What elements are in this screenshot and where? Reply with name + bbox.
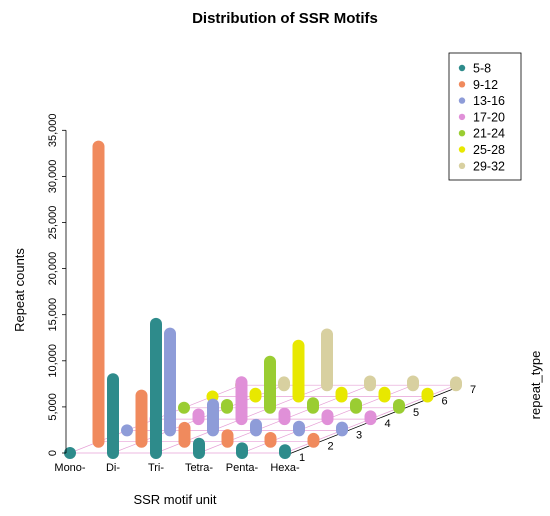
depth-tick-label: 7: [470, 384, 476, 396]
bar-17-20-Penta-: [321, 409, 334, 426]
bar-21-24-Tri-: [264, 355, 276, 414]
depth-tick-label: 2: [328, 441, 334, 453]
bar-13-16-Di-: [164, 327, 176, 437]
bar-17-20-Tetra-: [278, 407, 291, 426]
bar-17-20-Tri-: [235, 376, 248, 426]
legend-marker-21-24: [458, 130, 466, 137]
legend-marker-9-12: [458, 81, 466, 88]
bar-21-24-Mono-: [178, 401, 190, 414]
x-tick-label: Di-: [106, 462, 120, 474]
legend-label-13-16: 13-16: [473, 94, 505, 108]
bar-29-32-Tetra-: [364, 375, 376, 392]
bar-5-8-Hexa-: [279, 444, 291, 459]
bar-5-8-Tetra-: [193, 437, 205, 459]
depth-tick-label: 1: [299, 452, 305, 464]
legend-label-9-12: 9-12: [473, 78, 498, 92]
legend-marker-5-8: [458, 64, 466, 72]
bar-29-32-Penta-: [407, 375, 419, 392]
bar-17-20-Hexa-: [364, 410, 377, 426]
bar-9-12-Mono-: [92, 140, 105, 448]
x-tick-label: Tetra-: [185, 462, 213, 474]
bar-29-32-Di-: [278, 376, 290, 392]
y-tick-label: 15,000: [47, 298, 59, 332]
bar-25-28-Tetra-: [335, 386, 348, 403]
bar-25-28-Penta-: [378, 386, 391, 403]
bar-5-8-Tri-: [150, 317, 162, 459]
bar-5-8-Di-: [107, 373, 119, 459]
legend-marker-29-32: [458, 162, 466, 169]
depth-tick-label: 5: [413, 407, 419, 419]
bar-25-28-Tri-: [292, 339, 305, 403]
x-tick-label: Tri-: [148, 462, 164, 474]
bar-21-24-Hexa-: [393, 399, 405, 414]
bar-21-24-Tetra-: [307, 397, 319, 414]
chart-title: Distribution of SSR Motifs: [192, 10, 378, 27]
bar-21-24-Di-: [221, 399, 233, 414]
bar-25-28-Di-: [249, 387, 262, 403]
x-tick-label: Hexa-: [270, 462, 300, 474]
bars-layer: [64, 140, 462, 459]
bar-9-12-Tri-: [178, 421, 191, 448]
y-tick-label: 10,000: [47, 344, 59, 378]
bar-9-12-Tetra-: [221, 429, 234, 448]
depth-axis-label: repeat_type: [528, 351, 543, 420]
y-tick-label: 35,000: [47, 113, 59, 147]
x-ticks: Mono- Di- Tri- Tetra- Penta- Hexa-: [54, 462, 300, 474]
legend-marker-25-28: [458, 146, 466, 153]
bar-25-28-Hexa-: [421, 387, 434, 403]
x-tick-label: Penta-: [226, 462, 259, 474]
legend-label-25-28: 25-28: [473, 143, 505, 157]
bar-9-12-Di-: [135, 389, 148, 448]
legend: 5-8 9-12 13-16 17-20 21-24 25-28 29-32: [448, 52, 522, 181]
y-tick-label: 30,000: [47, 160, 59, 194]
depth-tick-label: 4: [385, 418, 391, 430]
legend-label-21-24: 21-24: [473, 127, 505, 141]
bar-13-16-Mono-: [121, 424, 133, 437]
bar-13-16-Tetra-: [250, 418, 262, 437]
bar-21-24-Penta-: [350, 398, 362, 414]
bar-5-8-Mono-: [64, 447, 76, 459]
y-ticks: 0 5,000 10,000 15,000 20,000 25,000 30,000 35,0…: [47, 113, 66, 456]
legend-marker-13-16: [458, 97, 466, 104]
y-tick-label: 5,000: [47, 393, 59, 421]
bar-17-20-Di-: [192, 408, 205, 426]
bar-13-16-Tri-: [207, 398, 219, 437]
depth-tick-label: 3: [356, 429, 362, 441]
x-tick-label: Mono-: [54, 462, 86, 474]
bar-29-32-Hexa-: [450, 376, 462, 392]
bar-5-8-Penta-: [236, 442, 248, 459]
y-tick-label: 0: [47, 450, 59, 456]
bar-9-12-Penta-: [264, 432, 277, 448]
bar-29-32-Tri-: [321, 328, 333, 392]
legend-label-17-20: 17-20: [473, 110, 505, 124]
bar-13-16-Hexa-: [336, 421, 348, 437]
legend-label-29-32: 29-32: [473, 159, 505, 173]
y-axis-label: Repeat counts: [12, 248, 27, 332]
y-tick-label: 25,000: [47, 206, 59, 240]
depth-ticks: 1 2 3 4 5 6 7: [299, 384, 476, 464]
x-axis-label: SSR motif unit: [133, 492, 216, 507]
depth-tick-label: 6: [442, 396, 448, 408]
y-tick-label: 20,000: [47, 252, 59, 286]
bar-9-12-Hexa-: [307, 432, 320, 448]
legend-marker-17-20: [458, 113, 466, 121]
legend-label-5-8: 5-8: [473, 62, 491, 76]
bar-13-16-Penta-: [293, 420, 305, 437]
